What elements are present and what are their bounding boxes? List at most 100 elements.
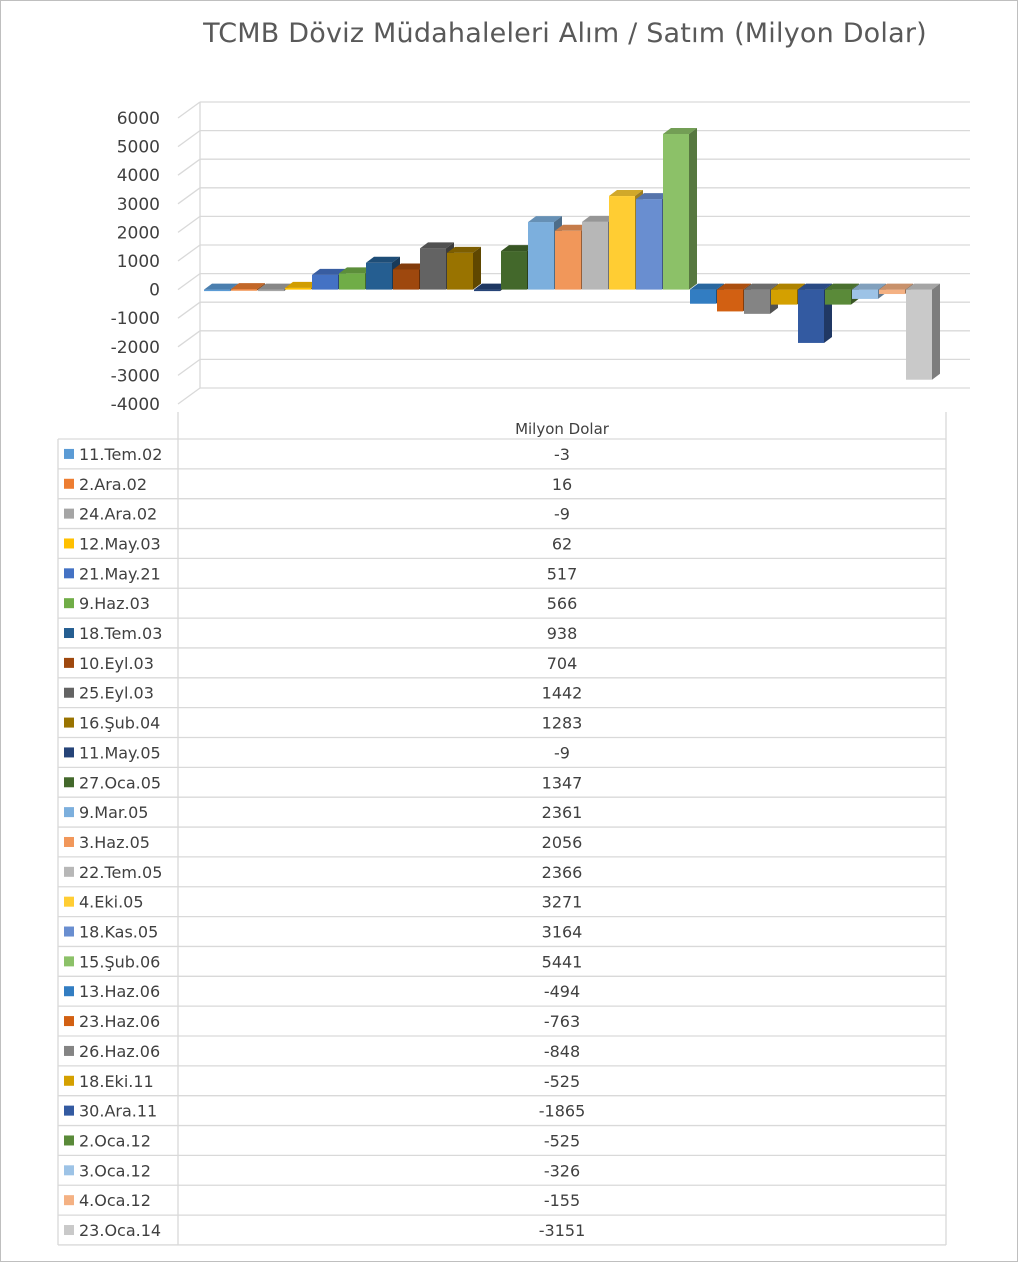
- data-value: -494: [544, 982, 580, 1001]
- bar-top: [285, 281, 319, 288]
- bar-side: [689, 127, 697, 290]
- bar-front: [906, 289, 932, 380]
- data-value: 2366: [542, 863, 583, 882]
- series-name: 23.Oca.14: [79, 1221, 161, 1240]
- category-label: Milyon Dolar: [515, 420, 610, 438]
- gridline-side: [177, 244, 201, 262]
- data-value: 1442: [542, 684, 583, 703]
- y-tick-label: 3000: [117, 195, 160, 215]
- series-name: 3.Haz.05: [79, 833, 150, 852]
- bar-front: [879, 289, 905, 295]
- bar-front: [420, 248, 446, 290]
- bar-front: [204, 289, 230, 292]
- bar-front: [312, 274, 338, 290]
- legend-key: [64, 896, 74, 907]
- series-name: 2.Oca.12: [79, 1131, 151, 1150]
- data-value: -848: [544, 1042, 580, 1061]
- bar-front: [852, 289, 878, 299]
- bar-top: [663, 127, 697, 134]
- legend-key: [64, 807, 74, 818]
- bar-top: [771, 283, 805, 290]
- series-name: 22.Tem.05: [79, 863, 162, 882]
- bar-front: [582, 221, 608, 290]
- bar-top: [555, 224, 589, 231]
- y-tick-label: -1000: [111, 309, 160, 329]
- data-value: 566: [547, 594, 578, 613]
- series-name: 10.Eyl.03: [79, 654, 154, 673]
- table-row: 23.Oca.14 -3151: [58, 1221, 946, 1246]
- series-name: 26.Haz.06: [79, 1042, 160, 1061]
- table-row: 4.Eki.05 3271: [58, 893, 946, 918]
- series-name: 13.Haz.06: [79, 982, 160, 1001]
- bar-top: [717, 283, 751, 290]
- data-value: -763: [544, 1012, 580, 1031]
- gridline-side: [177, 358, 201, 376]
- series-name: 16.Şub.04: [79, 714, 160, 733]
- series-name: 2.Ara.02: [79, 475, 147, 494]
- table-row: 11.Tem.02 -3: [58, 445, 946, 470]
- legend-key: [64, 687, 74, 698]
- bar-front: [690, 289, 716, 304]
- legend-key: [64, 986, 74, 997]
- bar-top: [825, 283, 859, 290]
- gridline-side: [177, 101, 201, 119]
- series-name: 12.May.03: [79, 534, 161, 553]
- data-value: -326: [544, 1161, 580, 1180]
- table-row: 18.Tem.03 938: [58, 624, 946, 649]
- bar-top: [690, 283, 724, 290]
- bar: [447, 246, 481, 290]
- table-row: 9.Mar.05 2361: [58, 803, 946, 828]
- bar-side: [473, 246, 481, 290]
- bar-front: [663, 133, 689, 290]
- legend-key: [64, 866, 74, 877]
- series-name: 9.Haz.03: [79, 594, 150, 613]
- series-name: 18.Kas.05: [79, 923, 158, 942]
- bar-top: [906, 283, 940, 290]
- gridline-side: [177, 301, 201, 319]
- legend-key: [64, 448, 74, 459]
- data-value: -155: [544, 1191, 580, 1210]
- table-row: 27.Oca.05 1347: [58, 773, 946, 798]
- data-value: 2361: [542, 803, 583, 822]
- series-name: 9.Mar.05: [79, 803, 148, 822]
- legend-key: [64, 508, 74, 519]
- bar-top: [879, 283, 913, 290]
- data-value: -525: [544, 1072, 580, 1091]
- table-row: 13.Haz.06 -494: [58, 982, 946, 1007]
- legend-key: [64, 1105, 74, 1116]
- bar-top: [474, 283, 508, 290]
- bar-top: [852, 283, 886, 290]
- bar: [906, 283, 940, 380]
- bar-front: [609, 196, 635, 290]
- gridline-side: [177, 387, 201, 405]
- legend-key: [64, 1135, 74, 1146]
- gridline-side: [177, 330, 201, 348]
- bar-front: [258, 289, 284, 292]
- gridline-side: [177, 158, 201, 176]
- legend-key: [64, 926, 74, 937]
- bar-top: [447, 246, 481, 253]
- series-name: 24.Ara.02: [79, 505, 157, 524]
- legend-key: [64, 598, 74, 609]
- legend-key: [64, 1195, 74, 1206]
- bar-front: [744, 289, 770, 314]
- table-row: 9.Haz.03 566: [58, 594, 946, 619]
- legend-key: [64, 956, 74, 967]
- gridline-side: [177, 187, 201, 205]
- series-name: 18.Tem.03: [79, 624, 162, 643]
- y-axis: 6000 5000 4000 3000 2000 1000 0 -1000 -2000 -3000…: [111, 109, 160, 415]
- series-name: 11.Tem.02: [79, 445, 162, 464]
- table-row: 3.Oca.12 -326: [58, 1161, 946, 1186]
- data-value: 3271: [542, 893, 583, 912]
- bar-front: [825, 289, 851, 305]
- legend-key: [64, 836, 74, 847]
- bar-top: [204, 283, 238, 290]
- legend-key: [64, 657, 74, 668]
- data-value: 1347: [542, 773, 583, 792]
- table-row: 22.Tem.05 2366: [58, 863, 946, 888]
- data-value: 938: [547, 624, 578, 643]
- legend-key: [64, 478, 74, 489]
- bar-front: [447, 252, 473, 290]
- data-value: 2056: [542, 833, 583, 852]
- data-value: -3151: [539, 1221, 586, 1240]
